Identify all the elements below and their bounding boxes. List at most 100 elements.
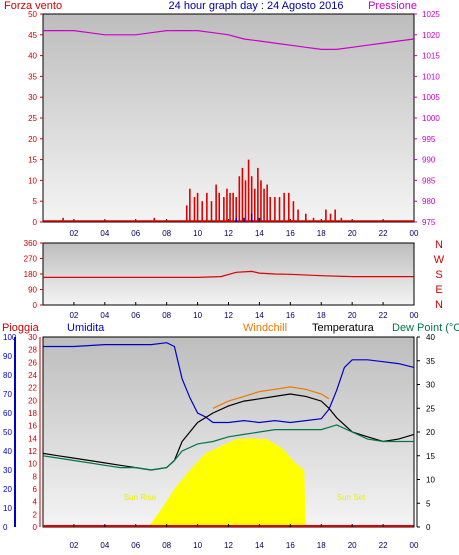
gust-bar — [269, 197, 272, 222]
right-tick-label: 995 — [422, 135, 436, 144]
rain-tick-label: 12 — [28, 447, 37, 456]
avg-wind-bar — [258, 217, 261, 222]
x-tick-label: 08 — [162, 541, 171, 550]
pressure-line — [43, 30, 415, 51]
gust-bar — [244, 180, 247, 222]
x-tick-label: 22 — [379, 541, 388, 550]
sun-rise-label: Sun Rise — [124, 493, 157, 502]
left-tick-label: 10 — [28, 176, 37, 185]
left-tick-label: 180 — [24, 270, 38, 279]
humidity-tick-label: 50 — [3, 428, 12, 437]
gust-bar — [218, 192, 221, 222]
avg-wind-bar — [243, 217, 245, 222]
right-tick-label: 1020 — [422, 31, 440, 40]
left-tick-label: 0 — [33, 301, 38, 310]
x-tick-label: 02 — [69, 311, 78, 320]
wind-pressure-panel: Forza vento 24 hour graph day : 24 Agosto… — [4, 0, 440, 238]
humidity-tick-label: 30 — [3, 466, 12, 475]
solar-radiation-area — [148, 438, 306, 527]
right-tick-label: 1005 — [422, 93, 440, 102]
gust-bar — [250, 176, 253, 222]
gust-bar — [329, 213, 332, 222]
humidity-tick-label: 0 — [3, 523, 8, 532]
left-tick-label: 90 — [28, 286, 37, 295]
x-tick-label: 22 — [379, 311, 388, 320]
gust-bar — [185, 205, 188, 222]
x-tick-label: 00 — [410, 229, 419, 238]
avg-wind-bar — [250, 213, 253, 222]
dew-point-label: Dew Point (°C — [392, 322, 459, 334]
x-tick-label: 02 — [69, 229, 78, 238]
x-tick-label: 10 — [193, 311, 202, 320]
x-tick-label: 04 — [100, 311, 109, 320]
rain-tick-label: 10 — [28, 460, 37, 469]
temperature-humidity-panel: Pioggia Umidita Windchill Temperatura Dew Po… — [2, 322, 459, 550]
gust-bar — [238, 176, 241, 222]
gust-bar — [226, 188, 228, 222]
rain-tick-label: 0 — [33, 523, 38, 532]
x-tick-label: 14 — [255, 229, 264, 238]
left-axis-title: Forza vento — [4, 0, 62, 12]
x-tick-label: 02 — [69, 541, 78, 550]
gust-bar — [189, 188, 191, 222]
left-tick-label: 15 — [28, 156, 37, 165]
temp-tick-label: 15 — [426, 452, 435, 461]
gust-bar — [304, 213, 307, 222]
right-tick-label: 1000 — [422, 114, 440, 123]
x-tick-label: 22 — [379, 229, 388, 238]
compass-label: S — [435, 269, 442, 281]
right-tick-label: 980 — [422, 197, 436, 206]
plot-area — [42, 13, 415, 223]
rain-tick-label: 30 — [28, 333, 37, 342]
gust-bar — [229, 192, 231, 222]
compass-label: N — [435, 239, 443, 251]
gust-bar — [247, 159, 250, 222]
x-tick-label: 20 — [348, 311, 357, 320]
humidity-tick-label: 70 — [3, 390, 12, 399]
x-tick-label: 00 — [410, 311, 419, 320]
gust-bar — [297, 209, 299, 222]
gust-bar — [210, 201, 213, 222]
temp-tick-label: 30 — [426, 381, 435, 390]
right-tick-label: 985 — [422, 176, 436, 185]
gust-bar — [292, 201, 295, 222]
left-tick-label: 5 — [33, 197, 38, 206]
rain-tick-label: 2 — [33, 510, 38, 519]
gust-bar — [334, 209, 336, 222]
gust-bar — [193, 197, 196, 222]
compass-label: W — [434, 254, 445, 266]
humidity-label: Umidita — [67, 322, 105, 334]
gust-bar — [232, 192, 234, 222]
left-tick-label: 0 — [33, 218, 38, 227]
rain-tick-label: 28 — [28, 346, 37, 355]
humidity-tick-label: 60 — [3, 409, 12, 418]
left-tick-label: 40 — [28, 52, 37, 61]
chart-title: 24 hour graph day : 24 Agosto 2016 — [169, 0, 344, 12]
x-tick-label: 14 — [255, 311, 264, 320]
rain-tick-label: 8 — [33, 472, 38, 481]
humidity-tick-label: 20 — [3, 485, 12, 494]
rain-tick-label: 22 — [28, 384, 37, 393]
gust-bar — [206, 192, 208, 222]
gust-bar — [325, 209, 327, 222]
rain-tick-label: 6 — [33, 485, 38, 494]
x-tick-label: 04 — [100, 229, 109, 238]
x-tick-label: 08 — [162, 229, 171, 238]
x-tick-label: 06 — [131, 541, 140, 550]
left-tick-label: 270 — [24, 255, 38, 264]
x-tick-label: 20 — [348, 541, 357, 550]
gust-bar — [287, 192, 290, 222]
compass-label: E — [435, 284, 442, 296]
gust-bar — [257, 167, 259, 222]
gust-bar — [62, 217, 64, 222]
rain-tick-label: 20 — [28, 396, 37, 405]
rain-tick-label: 24 — [28, 371, 37, 380]
x-tick-label: 18 — [317, 311, 326, 320]
temp-tick-label: 35 — [426, 357, 435, 366]
left-tick-label: 25 — [28, 114, 37, 123]
windchill-line — [212, 386, 330, 409]
x-tick-label: 16 — [286, 229, 295, 238]
x-tick-label: 06 — [131, 229, 140, 238]
gust-bar — [223, 197, 225, 222]
